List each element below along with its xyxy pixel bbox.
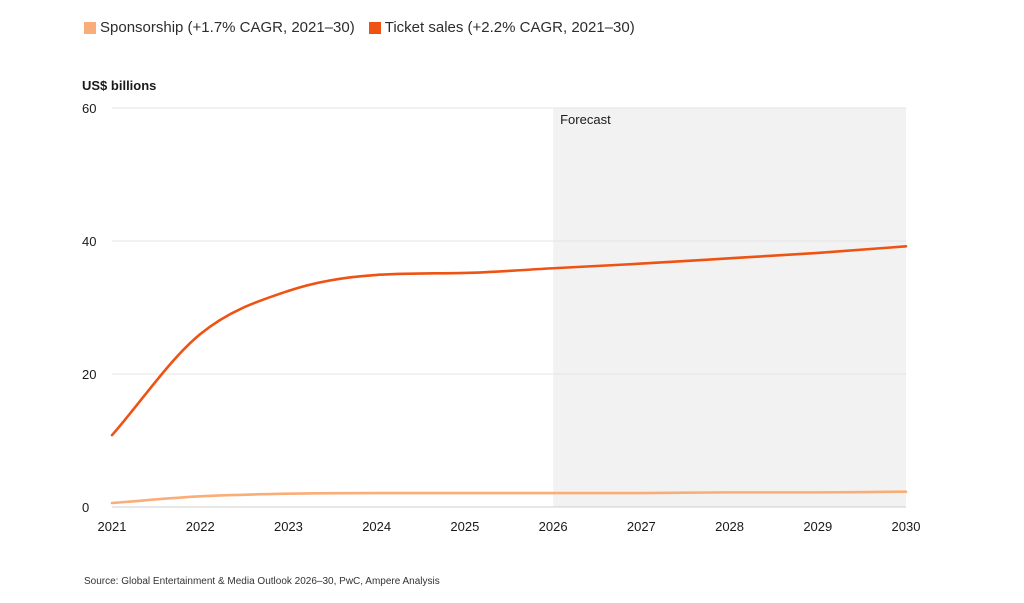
y-tick-label-60: 60 bbox=[82, 101, 96, 116]
legend-item-sponsorship: Sponsorship (+1.7% CAGR, 2021–30) bbox=[84, 19, 355, 36]
x-tick-label-2026: 2026 bbox=[539, 519, 568, 534]
y-tick-label-0: 0 bbox=[82, 500, 89, 515]
x-tick-label-2023: 2023 bbox=[274, 519, 303, 534]
y-tick-label-40: 40 bbox=[82, 234, 96, 249]
chart-legend: Sponsorship (+1.7% CAGR, 2021–30) Ticket… bbox=[84, 19, 649, 36]
x-tick-label-2030: 2030 bbox=[892, 519, 921, 534]
legend-swatch-ticket-sales bbox=[368, 21, 381, 34]
x-tick-label-2028: 2028 bbox=[715, 519, 744, 534]
forecast-label: Forecast bbox=[560, 112, 611, 127]
x-tick-label-2022: 2022 bbox=[186, 519, 215, 534]
x-tick-label-2027: 2027 bbox=[627, 519, 656, 534]
x-tick-label-2021: 2021 bbox=[98, 519, 127, 534]
y-axis-unit-label: US$ billions bbox=[82, 78, 157, 93]
legend-item-ticket-sales: Ticket sales (+2.2% CAGR, 2021–30) bbox=[368, 19, 635, 36]
legend-label-sponsorship: Sponsorship (+1.7% CAGR, 2021–30) bbox=[100, 19, 355, 36]
legend-label-ticket-sales: Ticket sales (+2.2% CAGR, 2021–30) bbox=[384, 19, 635, 36]
series-line-sponsorship bbox=[110, 490, 908, 505]
x-tick-label-2029: 2029 bbox=[803, 519, 832, 534]
source-note: Source: Global Entertainment & Media Out… bbox=[84, 576, 440, 587]
forecast-region bbox=[553, 108, 906, 507]
series-line-ticket-sales bbox=[110, 245, 908, 437]
legend-swatch-sponsorship bbox=[84, 21, 96, 34]
y-tick-label-20: 20 bbox=[82, 367, 96, 382]
x-tick-label-2025: 2025 bbox=[450, 519, 479, 534]
x-tick-label-2024: 2024 bbox=[362, 519, 391, 534]
